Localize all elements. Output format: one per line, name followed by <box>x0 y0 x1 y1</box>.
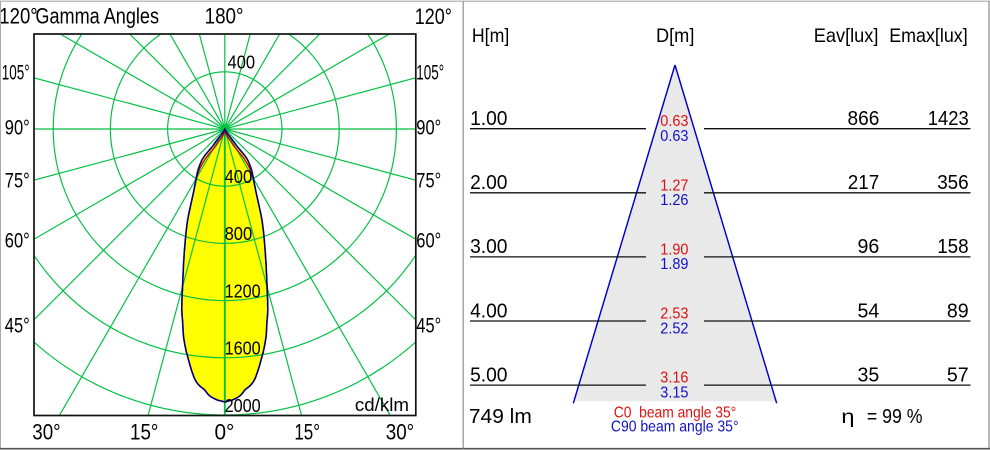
svg-text:= 99 %: = 99 % <box>867 405 923 428</box>
svg-text:1.26: 1.26 <box>660 192 688 209</box>
svg-text:C90 beam angle 35°: C90 beam angle 35° <box>611 419 739 436</box>
svg-text:0°: 0° <box>214 420 234 445</box>
svg-text:120°: 120° <box>0 4 38 29</box>
svg-text:Eav[lux]: Eav[lux] <box>814 25 879 47</box>
svg-text:C0 beam angle 35°: C0 beam angle 35° <box>614 404 737 421</box>
svg-text:cd/klm: cd/klm <box>355 394 409 415</box>
svg-text:749 lm: 749 lm <box>469 405 532 428</box>
svg-text:400: 400 <box>228 52 256 73</box>
svg-text:2000: 2000 <box>225 395 261 416</box>
svg-text:3.16: 3.16 <box>660 370 688 387</box>
svg-text:4.00: 4.00 <box>470 299 507 322</box>
svg-text:1.00: 1.00 <box>470 107 507 130</box>
svg-text:Gamma Angles: Gamma Angles <box>35 4 159 29</box>
svg-text:800: 800 <box>225 223 253 244</box>
svg-text:96: 96 <box>858 235 880 258</box>
svg-text:5.00: 5.00 <box>470 363 507 386</box>
svg-text:3.00: 3.00 <box>470 235 507 258</box>
svg-text:15°: 15° <box>294 420 320 445</box>
svg-text:217: 217 <box>848 171 880 194</box>
svg-text:30°: 30° <box>386 420 414 445</box>
svg-text:1600: 1600 <box>225 338 261 359</box>
svg-text:3.15: 3.15 <box>660 384 688 401</box>
svg-text:57: 57 <box>947 363 969 386</box>
svg-text:105°: 105° <box>2 60 30 84</box>
svg-text:75°: 75° <box>416 168 441 192</box>
svg-text:105°: 105° <box>416 60 444 84</box>
svg-text:90°: 90° <box>5 115 30 139</box>
svg-text:1.90: 1.90 <box>660 241 688 258</box>
svg-text:866: 866 <box>848 107 880 130</box>
svg-text:D[m]: D[m] <box>656 25 694 47</box>
svg-text:0.63: 0.63 <box>660 113 688 130</box>
svg-text:2.52: 2.52 <box>660 320 688 337</box>
svg-text:30°: 30° <box>32 420 60 445</box>
svg-text:158: 158 <box>937 235 969 258</box>
svg-text:2.53: 2.53 <box>660 306 688 323</box>
svg-text:45°: 45° <box>5 313 30 337</box>
svg-text:2.00: 2.00 <box>470 171 507 194</box>
svg-text:0.63: 0.63 <box>660 128 688 145</box>
svg-text:89: 89 <box>947 299 969 322</box>
svg-text:180°: 180° <box>205 4 244 29</box>
svg-text:1423: 1423 <box>928 107 969 130</box>
svg-text:Emax[lux]: Emax[lux] <box>889 25 968 47</box>
svg-text:356: 356 <box>937 171 969 194</box>
svg-text:120°: 120° <box>415 4 452 29</box>
svg-text:90°: 90° <box>416 115 441 139</box>
svg-text:60°: 60° <box>416 228 441 252</box>
svg-text:35: 35 <box>858 363 880 386</box>
svg-text:H[m]: H[m] <box>472 25 509 47</box>
svg-text:1.27: 1.27 <box>660 177 688 194</box>
svg-text:45°: 45° <box>416 313 441 337</box>
svg-text:η: η <box>841 407 854 428</box>
svg-text:400: 400 <box>225 166 253 187</box>
svg-text:75°: 75° <box>5 168 30 192</box>
svg-text:1.89: 1.89 <box>660 256 688 273</box>
svg-text:54: 54 <box>858 299 880 322</box>
svg-text:15°: 15° <box>130 420 158 445</box>
svg-text:1200: 1200 <box>225 280 261 301</box>
svg-text:60°: 60° <box>5 228 30 252</box>
